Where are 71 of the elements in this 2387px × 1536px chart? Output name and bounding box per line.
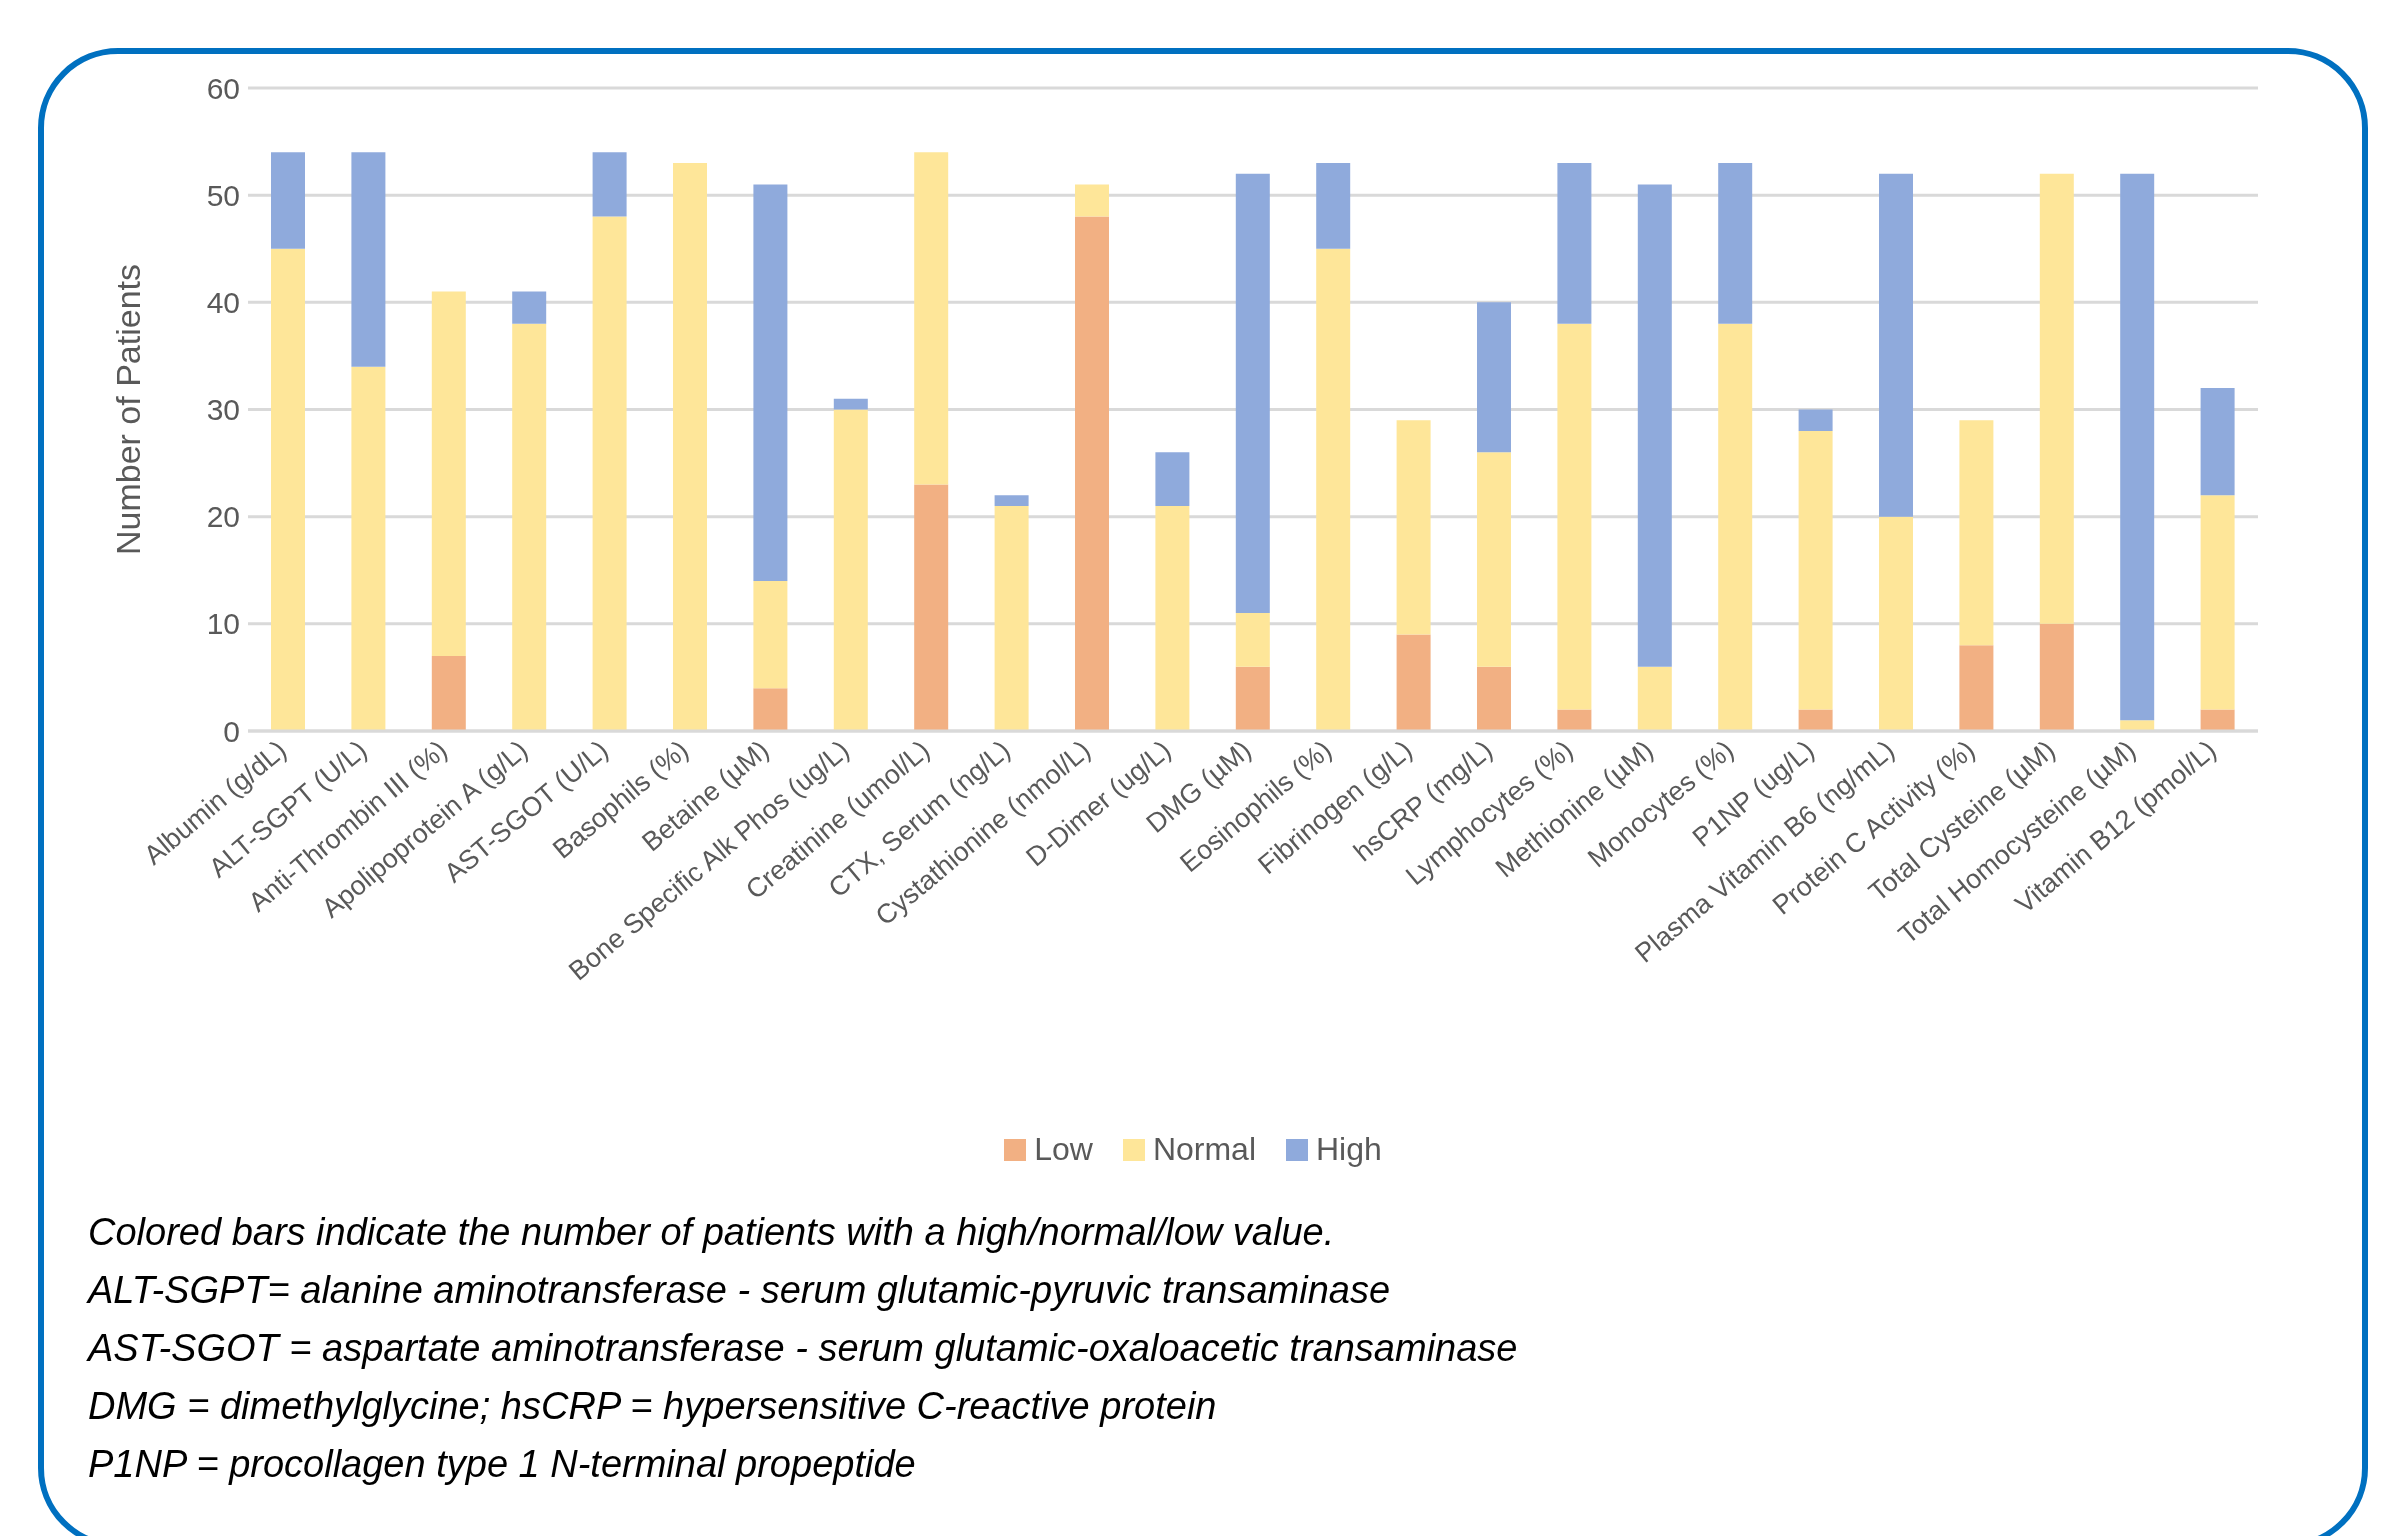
bar	[2200, 709, 2235, 731]
bar	[1155, 505, 1190, 731]
bar	[994, 505, 1029, 731]
bar	[1477, 452, 1511, 667]
bar	[1075, 184, 1109, 217]
bar	[753, 580, 788, 689]
bar	[2120, 173, 2155, 721]
bar	[1959, 645, 1994, 731]
bar	[431, 655, 466, 731]
bar	[592, 216, 627, 731]
bar	[1798, 709, 1833, 731]
bar	[512, 323, 547, 731]
bar	[1879, 173, 1913, 517]
text: P1NP = procollagen type 1 N-terminal propeptide	[88, 1442, 917, 1487]
bar	[431, 291, 466, 656]
bar	[1557, 163, 1592, 324]
bar	[1396, 634, 1431, 731]
bar	[351, 152, 386, 367]
y-tick-label: 20	[206, 500, 240, 534]
bar	[1718, 323, 1753, 731]
bar	[512, 291, 547, 324]
bar	[2200, 495, 2235, 710]
y-axis-title: Number of Patients	[109, 263, 148, 556]
bar	[1557, 709, 1592, 731]
bar	[1718, 163, 1753, 324]
legend-label: High	[1315, 1131, 1382, 1168]
bar	[994, 495, 1029, 506]
bar	[1959, 420, 1994, 646]
bar	[1798, 409, 1833, 431]
bar	[1477, 302, 1511, 453]
legend-label: Low	[1033, 1131, 1093, 1168]
text: AST-SGOT = aspartate aminotransferase - serum glutamic-oxaloacetic transaminase	[88, 1326, 1518, 1371]
bar	[1637, 184, 1672, 667]
bar	[351, 366, 386, 731]
bar	[1155, 452, 1190, 506]
y-tick-label: 50	[206, 178, 240, 212]
bar	[2200, 388, 2235, 496]
bar	[1798, 430, 1833, 710]
bar	[1637, 666, 1672, 731]
y-tick-label: 40	[206, 285, 240, 319]
bar	[673, 163, 707, 731]
bar	[1235, 666, 1270, 731]
bar	[271, 152, 305, 249]
bar	[592, 152, 627, 217]
text: Colored bars indicate the number of patients with a high/normal/low value.	[88, 1210, 1336, 1255]
bar	[2120, 720, 2155, 731]
bar	[1477, 666, 1511, 731]
bar	[1075, 216, 1109, 731]
bar	[1235, 613, 1270, 667]
bar	[833, 409, 868, 731]
text: ALT-SGPT= alanine aminotransferase - serum glutamic-pyruvic transaminase	[88, 1268, 1392, 1313]
bar	[914, 484, 949, 731]
bar	[271, 248, 305, 731]
bar	[833, 398, 868, 410]
bar	[2039, 623, 2074, 731]
y-tick-label: 60	[206, 71, 240, 105]
y-tick-label: 0	[223, 714, 240, 748]
bar	[1557, 323, 1592, 710]
legend-label: Normal	[1151, 1131, 1256, 1168]
bar	[2039, 173, 2074, 624]
bar	[753, 184, 788, 581]
bar	[753, 688, 788, 731]
bar	[914, 152, 949, 485]
bar	[1879, 516, 1913, 731]
y-tick-label: 30	[206, 393, 240, 427]
bar	[1396, 420, 1431, 635]
text: DMG = dimethylglycine; hsCRP = hypersensitive C-reactive protein	[88, 1384, 1218, 1429]
bar	[1316, 248, 1351, 731]
bar	[1316, 163, 1351, 249]
y-tick-label: 10	[206, 607, 240, 641]
bar	[1235, 173, 1270, 614]
